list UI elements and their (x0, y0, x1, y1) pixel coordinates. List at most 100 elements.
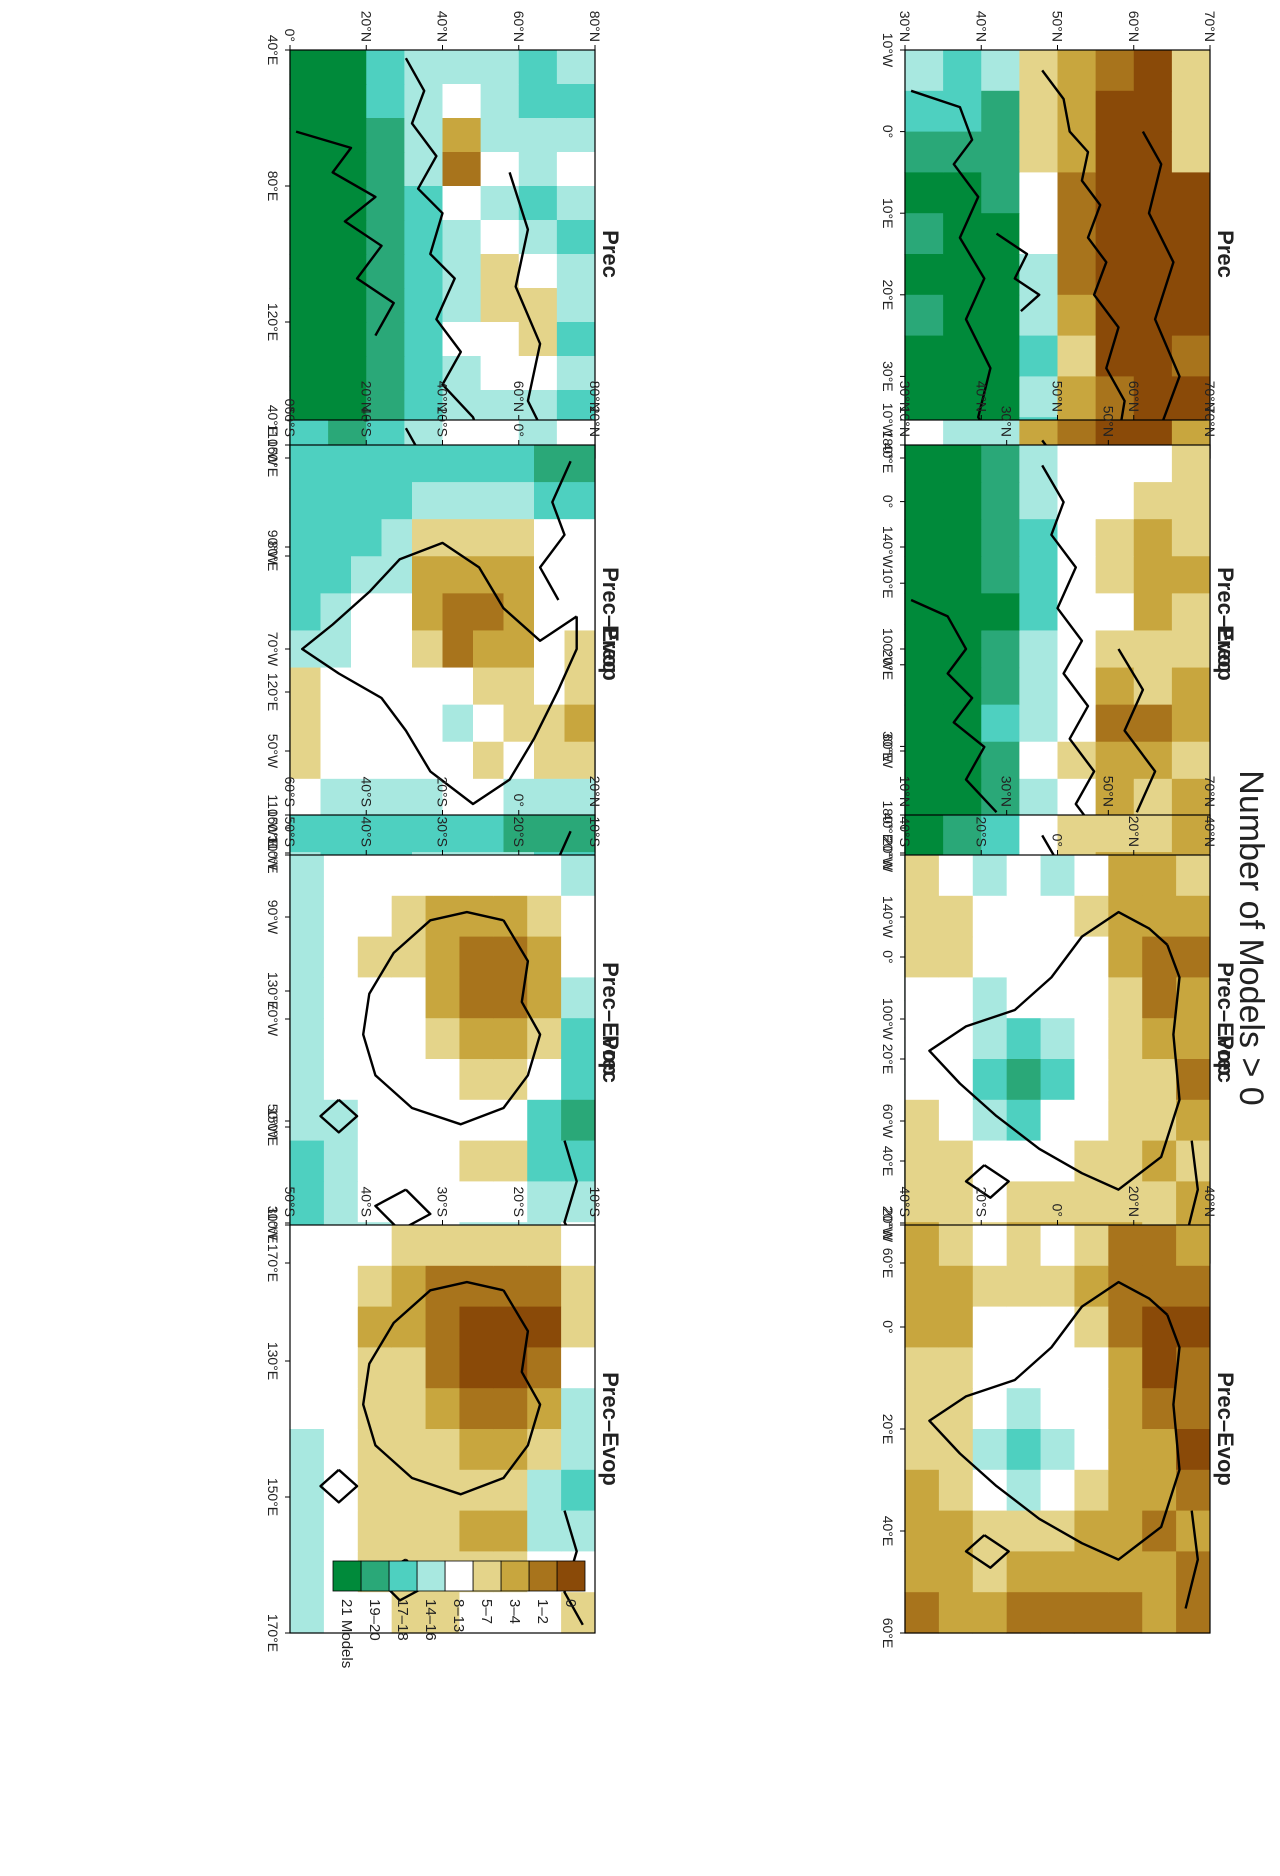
map-cell (472, 704, 504, 743)
map-cell (1039, 977, 1075, 1019)
map-cell (526, 1018, 562, 1060)
map-cell (560, 1306, 595, 1348)
map-cell (938, 1140, 973, 1182)
map-cell (1141, 1469, 1177, 1512)
map-cell (938, 895, 973, 938)
map-cell (319, 445, 351, 483)
map-cell (1006, 855, 1041, 897)
map-cell (1006, 977, 1041, 1019)
map-cell (1073, 1181, 1109, 1223)
legend-3: 0 1–2 3–4 5–7 8–13 14–16 17–18 19–20 21 Models (332, 1560, 586, 1668)
lon-tick-label: 100°W (880, 998, 896, 1041)
map-cell (904, 1018, 939, 1060)
map-cell (289, 815, 321, 853)
map-cell (980, 482, 1020, 520)
map-cell (526, 1347, 562, 1389)
map-cell (323, 977, 358, 1019)
lon-tick-label: 40°E (265, 35, 281, 66)
map-cell (1039, 1388, 1075, 1430)
lat-tick-label: 20°S (973, 1186, 989, 1217)
map-cell (424, 1225, 460, 1267)
map-cell (1133, 90, 1172, 133)
map-cell (424, 1181, 460, 1223)
map-cell (1073, 1347, 1109, 1389)
map-cell (391, 1306, 426, 1348)
map-cell (1073, 1059, 1109, 1101)
map-cell (403, 84, 443, 119)
map-cell (492, 936, 528, 978)
map-cell (1141, 977, 1177, 1019)
map-cell (1107, 855, 1143, 897)
coastline (1041, 69, 1126, 438)
map-cell (972, 1140, 1007, 1182)
map-cell (1095, 50, 1134, 92)
map-cell (518, 186, 557, 221)
map-cell (357, 1306, 392, 1348)
panel-title: Prec (1213, 1035, 1238, 1083)
map-cell (904, 667, 944, 706)
panel-title: Prec–Evop (598, 567, 623, 681)
map-cell (480, 390, 519, 425)
map-cell (1107, 977, 1143, 1019)
panel-title: Prec–Evop (1213, 567, 1238, 681)
map-cell (350, 741, 382, 780)
lat-tick-label: 20°N (358, 381, 374, 412)
map-cell (1171, 482, 1210, 520)
map-cell (424, 855, 460, 897)
map-cell (1039, 1429, 1075, 1471)
lat-tick-label: 20°N (587, 776, 603, 807)
map-cell (289, 1059, 324, 1101)
map-cell (904, 1099, 939, 1142)
map-cell (980, 667, 1020, 706)
map-cell (942, 815, 982, 853)
map-cell (1175, 1099, 1210, 1142)
map-cell (441, 593, 473, 632)
panel-title: Prec (1213, 625, 1238, 673)
map-cell (357, 1225, 392, 1267)
map-cell (380, 556, 412, 594)
coastline (1117, 648, 1157, 813)
map-cell (1107, 1059, 1143, 1101)
panel-title: Prec (1213, 230, 1238, 278)
map-cell (972, 895, 1007, 938)
map-cell (1175, 1388, 1210, 1430)
map-cell (391, 855, 426, 897)
map-cell (424, 1429, 460, 1471)
map-cell (1056, 704, 1096, 743)
map-cell (350, 815, 382, 853)
map-cell (380, 593, 412, 632)
map-cell (458, 1347, 494, 1389)
legend-swatch (360, 1560, 390, 1592)
map-cell (380, 445, 412, 483)
map-cell (441, 556, 473, 594)
map-cell (972, 1306, 1007, 1348)
map-cell (526, 1140, 562, 1182)
lat-tick-label: 20°S (511, 816, 527, 847)
map-cell (1171, 254, 1210, 296)
map-cell (1175, 1510, 1210, 1552)
map-cell (289, 1551, 324, 1593)
lat-tick-label: 0° (282, 399, 298, 412)
map-cell (1095, 556, 1134, 594)
map-cell (289, 704, 321, 743)
legend-swatch (388, 1560, 418, 1592)
lon-tick-label: 120°E (265, 303, 281, 341)
lat-tick-label: 10°N (897, 776, 913, 807)
map-cell (1018, 335, 1058, 378)
map-cell (1175, 1551, 1210, 1593)
map-cell (289, 445, 321, 483)
map-cell (980, 519, 1020, 557)
map-cell (1039, 1265, 1075, 1308)
map-cell (1175, 936, 1210, 978)
map-cell (1006, 1099, 1041, 1142)
map-cell (441, 322, 481, 357)
coastline (995, 232, 1041, 312)
map-cell (289, 50, 329, 85)
map-cell (327, 254, 367, 289)
map-cell (502, 704, 534, 743)
map-cell (480, 220, 519, 255)
panel-title: Prec (598, 230, 623, 278)
lon-tick-label: 40°E (880, 1516, 896, 1547)
map-cell (972, 1429, 1007, 1471)
map-cell (357, 1469, 392, 1512)
